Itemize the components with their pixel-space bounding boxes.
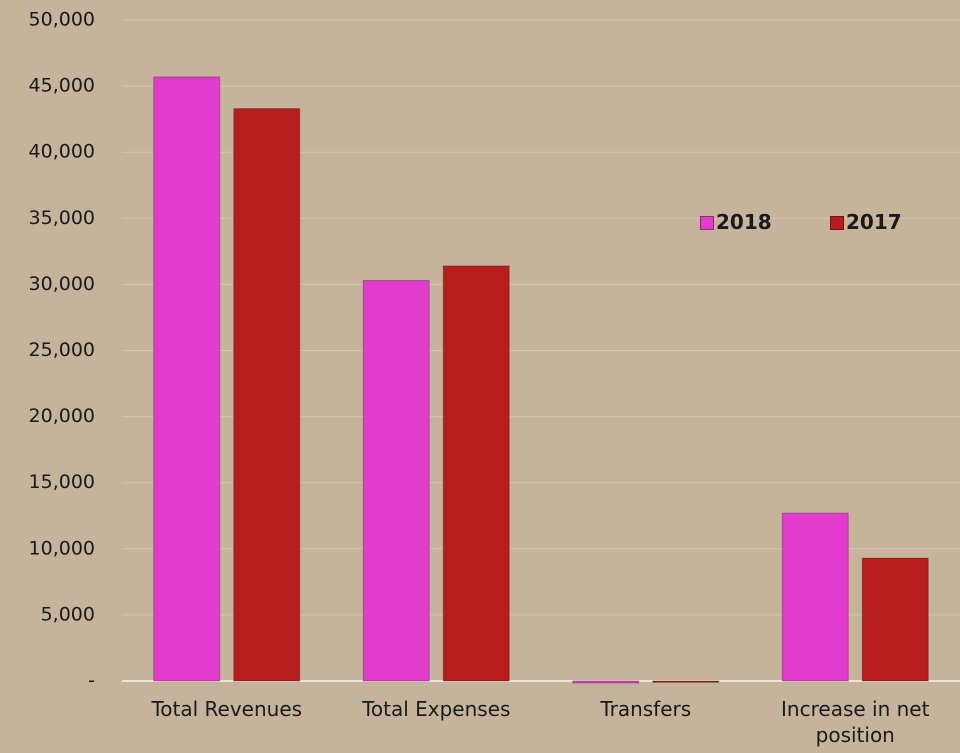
y-tick-label: 5,000 bbox=[41, 603, 95, 625]
x-tick-label: Increase in net position bbox=[781, 697, 930, 747]
y-tick-label: 25,000 bbox=[29, 339, 95, 361]
y-tick-label: 45,000 bbox=[29, 75, 95, 97]
x-tick-label: Total Revenues bbox=[151, 697, 303, 721]
y-tick-label: 10,000 bbox=[29, 537, 95, 559]
legend-swatch bbox=[700, 216, 714, 230]
y-tick-label: 40,000 bbox=[29, 141, 95, 163]
bar bbox=[442, 265, 510, 682]
bar bbox=[153, 76, 221, 682]
bar bbox=[233, 108, 301, 682]
y-tick-label: - bbox=[88, 670, 95, 692]
legend-label: 2018 bbox=[716, 210, 772, 234]
bar bbox=[861, 557, 929, 682]
x-tick-label: Transfers bbox=[600, 697, 692, 721]
x-tick-label: Total Expenses bbox=[362, 697, 511, 721]
bar bbox=[572, 680, 640, 684]
bar bbox=[781, 512, 849, 682]
y-tick-label: 30,000 bbox=[29, 273, 95, 295]
y-tick-label: 50,000 bbox=[29, 9, 95, 31]
bar bbox=[652, 680, 720, 683]
bar bbox=[362, 279, 430, 682]
legend-label: 2017 bbox=[846, 210, 902, 234]
legend-swatch bbox=[830, 216, 844, 230]
y-tick-label: 35,000 bbox=[29, 207, 95, 229]
y-tick-label: 15,000 bbox=[29, 471, 95, 493]
y-tick-label: 20,000 bbox=[29, 405, 95, 427]
